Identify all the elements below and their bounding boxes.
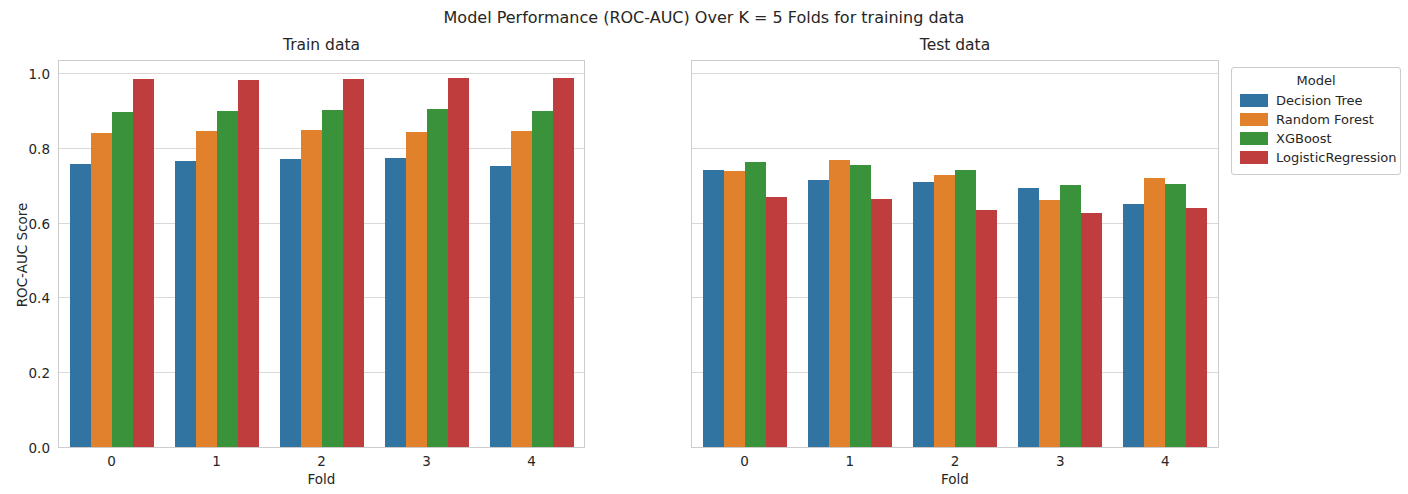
legend-label: Random Forest	[1276, 112, 1374, 127]
legend-swatch-xgboost	[1240, 132, 1268, 145]
bar-test-fold-0-xgboost	[745, 162, 766, 447]
bar-test-fold-3-logisticregression	[1081, 213, 1102, 447]
bar-test-fold-3-decision-tree	[1018, 188, 1039, 447]
test-bars	[692, 61, 1218, 447]
bar-train-fold-0-random-forest	[91, 133, 112, 447]
legend-swatch-decision-tree	[1240, 94, 1268, 107]
bar-train-fold-1-logisticregression	[238, 80, 259, 447]
train-fold-1-group	[164, 61, 269, 447]
figure: Model Performance (ROC-AUC) Over K = 5 F…	[0, 0, 1408, 494]
test-fold-3-group	[1008, 61, 1113, 447]
bar-test-fold-0-logisticregression	[766, 197, 787, 447]
test-xtick-2: 2	[951, 453, 960, 469]
bar-train-fold-3-logisticregression	[448, 78, 469, 447]
train-axes-title: Train data	[59, 36, 584, 54]
bar-test-fold-3-random-forest	[1039, 200, 1060, 447]
figure-suptitle: Model Performance (ROC-AUC) Over K = 5 F…	[0, 8, 1408, 27]
legend-label: Decision Tree	[1276, 93, 1363, 108]
test-fold-2-group	[902, 61, 1007, 447]
bar-train-fold-3-decision-tree	[385, 158, 406, 447]
bar-train-fold-3-random-forest	[406, 132, 427, 447]
test-xtick-4: 4	[1161, 453, 1170, 469]
test-fold-0-group	[692, 61, 797, 447]
bar-test-fold-4-xgboost	[1165, 184, 1186, 447]
test-xtick-labels: 0 1 2 3 4	[692, 453, 1218, 469]
bar-test-fold-4-logisticregression	[1186, 208, 1207, 447]
train-xtick-0: 0	[107, 453, 116, 469]
legend-entry-decision-tree: Decision Tree	[1240, 91, 1392, 110]
bar-train-fold-3-xgboost	[427, 109, 448, 447]
bar-train-fold-4-xgboost	[532, 111, 553, 447]
bar-train-fold-0-xgboost	[112, 112, 133, 447]
legend-entries: Decision Tree Random Forest XGBoost Logisti…	[1240, 91, 1392, 167]
bar-test-fold-1-logisticregression	[871, 199, 892, 447]
bar-test-fold-3-xgboost	[1060, 185, 1081, 447]
train-fold-2-group	[269, 61, 374, 447]
bar-train-fold-1-xgboost	[217, 111, 238, 447]
train-xaxis-label: Fold	[59, 471, 584, 487]
bar-test-fold-1-xgboost	[850, 165, 871, 447]
bar-train-fold-4-decision-tree	[490, 166, 511, 447]
bar-test-fold-2-logisticregression	[976, 210, 997, 447]
train-xtick-1: 1	[212, 453, 221, 469]
legend-title: Model	[1240, 73, 1392, 88]
train-ytick-labels: 0.00.20.40.60.81.0	[0, 61, 50, 447]
bar-train-fold-1-decision-tree	[175, 161, 196, 447]
bar-train-fold-2-xgboost	[322, 110, 343, 447]
legend-swatch-logisticregression	[1240, 151, 1268, 164]
bar-train-fold-1-random-forest	[196, 131, 217, 447]
bar-train-fold-2-logisticregression	[343, 79, 364, 447]
ytick-0.8: 0.8	[29, 140, 50, 158]
test-xaxis-label: Fold	[692, 471, 1218, 487]
legend-entry-random-forest: Random Forest	[1240, 110, 1392, 129]
bar-train-fold-2-random-forest	[301, 130, 322, 447]
train-bars	[59, 61, 584, 447]
train-xtick-4: 4	[527, 453, 536, 469]
ytick-0.4: 0.4	[29, 289, 50, 307]
test-xtick-3: 3	[1056, 453, 1065, 469]
legend: Model Decision Tree Random Forest XGBoost L…	[1231, 67, 1401, 175]
bar-test-fold-0-random-forest	[724, 171, 745, 447]
train-fold-0-group	[59, 61, 164, 447]
bar-test-fold-2-decision-tree	[913, 182, 934, 447]
ytick-0.2: 0.2	[29, 364, 50, 382]
bar-test-fold-0-decision-tree	[703, 170, 724, 447]
legend-swatch-random-forest	[1240, 113, 1268, 126]
legend-label: XGBoost	[1276, 131, 1332, 146]
legend-label: LogisticRegression	[1276, 150, 1397, 165]
bar-test-fold-2-xgboost	[955, 170, 976, 447]
bar-test-fold-1-decision-tree	[808, 180, 829, 447]
train-fold-4-group	[479, 61, 584, 447]
bar-test-fold-1-random-forest	[829, 160, 850, 447]
train-plot-area	[58, 60, 585, 448]
train-xtick-3: 3	[422, 453, 431, 469]
bar-train-fold-2-decision-tree	[280, 159, 301, 447]
train-xtick-2: 2	[317, 453, 326, 469]
test-xtick-1: 1	[846, 453, 855, 469]
train-xtick-labels: 0 1 2 3 4	[59, 453, 584, 469]
bar-train-fold-0-decision-tree	[70, 164, 91, 447]
bar-train-fold-4-random-forest	[511, 131, 532, 447]
bar-train-fold-4-logisticregression	[553, 78, 574, 447]
bar-test-fold-2-random-forest	[934, 175, 955, 447]
train-fold-3-group	[374, 61, 479, 447]
test-axes-title: Test data	[692, 36, 1218, 54]
test-fold-4-group	[1113, 61, 1218, 447]
ytick-0.6: 0.6	[29, 215, 50, 233]
bar-test-fold-4-decision-tree	[1123, 204, 1144, 447]
ytick-1.0: 1.0	[29, 65, 50, 83]
ytick-0.0: 0.0	[29, 439, 50, 457]
test-xtick-0: 0	[740, 453, 749, 469]
test-plot-area	[691, 60, 1219, 448]
test-fold-1-group	[797, 61, 902, 447]
bar-train-fold-0-logisticregression	[133, 79, 154, 447]
legend-entry-logisticregression: LogisticRegression	[1240, 148, 1392, 167]
legend-entry-xgboost: XGBoost	[1240, 129, 1392, 148]
bar-test-fold-4-random-forest	[1144, 178, 1165, 447]
